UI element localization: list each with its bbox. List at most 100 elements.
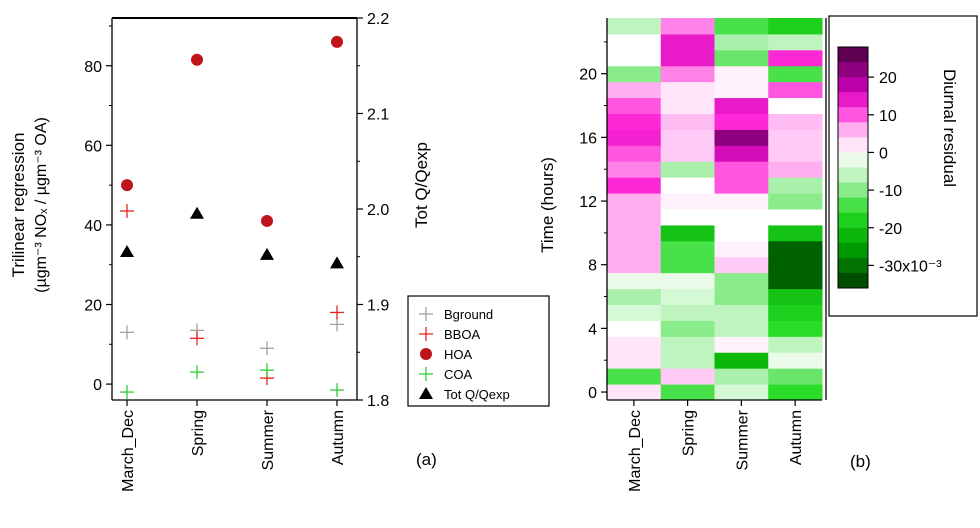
heatmap-cell-spring-h20 — [660, 65, 715, 83]
x-tick-label-autumn: Autumn — [330, 410, 347, 465]
heatmap-cell-march-dec-h2 — [607, 352, 662, 369]
heatmap-cell-march-dec-h14 — [607, 161, 662, 178]
heatmap-cell-march-dec-h10 — [607, 224, 662, 242]
heatmap-cell-autumn-h8 — [768, 256, 823, 274]
heatmap-cell-march-dec-h19 — [607, 81, 662, 99]
left-tick-label-40: 40 — [84, 218, 102, 235]
colorbar-swatch — [838, 92, 868, 108]
point-bboa-spring — [190, 331, 204, 346]
heatmap-cell-summer-h3 — [714, 336, 769, 353]
heatmap-cell-spring-h3 — [660, 336, 715, 353]
heatmap-cell-spring-h14 — [660, 161, 715, 178]
heatmap-cell-march-dec-h6 — [607, 288, 662, 305]
heatmap-cell-summer-h21 — [714, 49, 769, 67]
heatmap-cell-autumn-h13 — [768, 177, 823, 194]
heatmap-cell-spring-h1 — [660, 368, 715, 385]
heatmap-cell-spring-h8 — [660, 256, 715, 274]
colorbar-swatch — [838, 152, 868, 168]
heatmap-cell-autumn-h16 — [768, 129, 823, 146]
legend-label-bground: Bground — [444, 307, 493, 322]
colorbar-swatch — [838, 182, 868, 199]
heatmap-cell-spring-h5 — [660, 304, 715, 321]
heatmap-cell-march-dec-h1 — [607, 368, 662, 385]
point-coa-spring — [190, 365, 204, 380]
heatmap-cell-summer-h17 — [714, 113, 769, 130]
heatmap-cell-autumn-h7 — [768, 272, 823, 290]
heatmap-cell-summer-h23 — [714, 18, 769, 35]
heatmap-cell-autumn-h4 — [768, 320, 823, 337]
legend: Bground BBOA HOA COA Tot Q/Qexp — [407, 295, 550, 407]
x-tick-label-summer: Summer — [260, 409, 277, 470]
heatmap-x-tick-label-summer: Summer — [734, 409, 751, 470]
heatmap-cell-summer-h6 — [714, 288, 769, 305]
point-tot-q-qexp-autumn — [330, 256, 344, 269]
heatmap-y-axis-title: Time (hours) — [538, 157, 557, 253]
heatmap-cell-spring-h10 — [660, 224, 715, 242]
heatmap-cell-autumn-h5 — [768, 304, 823, 321]
heatmap-cell-autumn-h10 — [768, 224, 823, 242]
heatmap-cell-autumn-h20 — [768, 65, 823, 83]
heatmap-cell-march-dec-h3 — [607, 336, 662, 353]
heatmap-cell-march-dec-h21 — [607, 49, 662, 67]
heatmap-cell-autumn-h2 — [768, 352, 823, 369]
left-tick-label-60: 60 — [84, 138, 102, 155]
heatmap-cell-summer-h8 — [714, 256, 769, 274]
heatmap-cell-spring-h9 — [660, 240, 715, 258]
heatmap-cell-summer-h9 — [714, 240, 769, 258]
point-hoa-autumn — [331, 35, 343, 48]
heatmap-cell-march-dec-h0 — [607, 384, 662, 401]
heatmap-cell-summer-h11 — [714, 209, 769, 226]
heatmap-cell-autumn-h18 — [768, 97, 823, 114]
panel-label-b: (b) — [850, 452, 871, 471]
heatmap-cell-march-dec-h4 — [607, 320, 662, 337]
point-bground-march-dec — [120, 325, 134, 340]
heatmap-cell-spring-h17 — [660, 113, 715, 130]
heatmap-x-tick-label-spring: Spring — [681, 410, 698, 456]
point-hoa-spring — [191, 53, 203, 66]
legend-marker-tot-q-qexp — [419, 387, 433, 399]
point-tot-q-qexp-summer — [260, 247, 274, 260]
legend-label-coa: COA — [444, 367, 473, 382]
colorbar-swatch — [838, 212, 868, 229]
heatmap-cell-march-dec-h20 — [607, 65, 662, 83]
x-tick-label-spring: Spring — [190, 410, 207, 456]
point-tot-q-qexp-spring — [190, 206, 204, 219]
heatmap-cell-spring-h4 — [660, 320, 715, 337]
colorbar-swatch — [838, 47, 868, 63]
heatmap-cell-summer-h4 — [714, 320, 769, 337]
heatmap-cell-spring-h18 — [660, 97, 715, 114]
colorbar-title: Diurnal residual — [940, 69, 959, 187]
heatmap-cell-summer-h5 — [714, 304, 769, 321]
point-tot-q-qexp-march-dec — [120, 244, 134, 257]
left-tick-label-20: 20 — [84, 298, 102, 315]
heatmap-cell-march-dec-h13 — [607, 177, 662, 194]
colorbar-swatch — [838, 62, 868, 78]
heatmap-cell-autumn-h14 — [768, 161, 823, 178]
point-hoa-summer — [261, 214, 273, 227]
heatmap-cell-summer-h18 — [714, 97, 769, 114]
heatmap-cell-autumn-h22 — [768, 33, 823, 51]
right-tick-label-2-0: 2.0 — [367, 202, 389, 219]
heatmap-cell-autumn-h15 — [768, 145, 823, 162]
heatmap-cell-summer-h10 — [714, 224, 769, 242]
heatmap-cell-summer-h22 — [714, 33, 769, 51]
heatmap-cell-summer-h7 — [714, 272, 769, 290]
left-tick-label-0: 0 — [93, 377, 102, 394]
colorbar-swatch — [838, 167, 868, 184]
heatmap-y-tick-label-12: 12 — [579, 194, 597, 211]
right-axis-title: Tot Q/Qexp — [412, 142, 431, 228]
heatmap-cell-march-dec-h5 — [607, 304, 662, 321]
colorbar-tick-label-20: 20 — [879, 70, 897, 87]
colorbar-swatch — [838, 197, 868, 214]
right-tick-label-2-2: 2.2 — [367, 11, 389, 28]
heatmap-cell-autumn-h1 — [768, 368, 823, 385]
colorbar-outline — [837, 46, 869, 289]
heatmap-cell-spring-h22 — [660, 33, 715, 51]
heatmap-cell-summer-h16 — [714, 129, 769, 146]
right-tick-label-1-8: 1.8 — [367, 393, 389, 410]
heatmap-x-tick-label-march-dec: March_Dec — [627, 410, 644, 492]
colorbar-swatch — [838, 242, 868, 259]
heatmap-cell-spring-h13 — [660, 177, 715, 194]
